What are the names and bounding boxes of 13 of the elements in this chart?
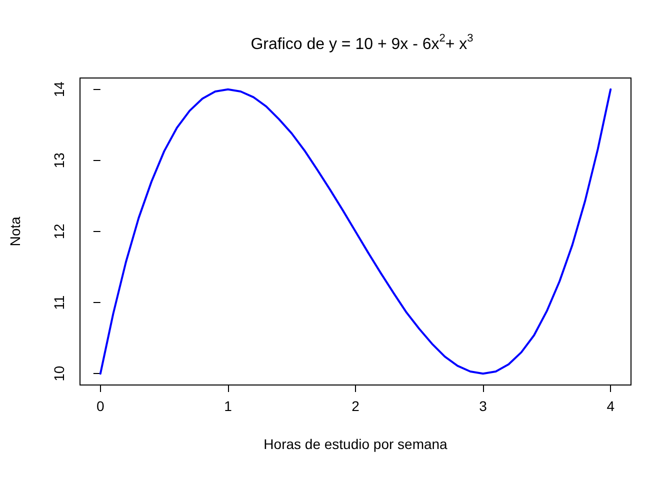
- x-axis-title: Horas de estudio por semana: [264, 436, 448, 452]
- y-tick-label: 11: [51, 295, 67, 310]
- y-tick-label: 14: [51, 81, 67, 98]
- x-tick-label: 2: [352, 398, 360, 414]
- x-tick-label: 4: [606, 398, 615, 414]
- y-tick-label: 12: [51, 224, 67, 240]
- y-tick-label: 13: [51, 152, 67, 168]
- line-series: [99, 88, 612, 375]
- y-axis-title: Nota: [7, 216, 23, 246]
- x-tick-label: 0: [96, 398, 105, 414]
- y-tick-label: 10: [51, 366, 67, 382]
- x-tick-label: 3: [479, 398, 488, 414]
- x-tick-label: 1: [224, 398, 232, 414]
